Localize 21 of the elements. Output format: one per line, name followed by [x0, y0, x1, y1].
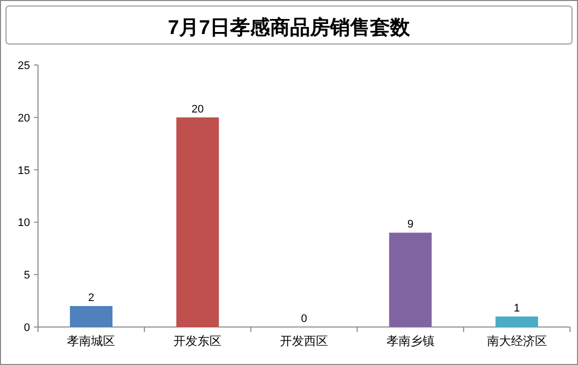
x-tick-label: 开发东区	[174, 334, 222, 348]
data-label: 1	[514, 302, 520, 315]
x-tick-label: 开发西区	[280, 334, 328, 348]
bar	[496, 316, 538, 327]
y-tick-label: 10	[18, 217, 30, 230]
bar	[70, 306, 112, 327]
y-tick-label: 0	[24, 322, 30, 334]
x-tick-label: 孝南城区	[67, 334, 116, 348]
x-tick-label: 南大经济区	[486, 334, 547, 348]
y-tick-label: 20	[18, 112, 30, 124]
bar	[389, 232, 432, 327]
data-label: 9	[407, 218, 414, 231]
y-tick-label: 25	[18, 60, 30, 72]
x-tick-label: 孝南乡镇	[386, 334, 434, 348]
data-label: 20	[191, 103, 204, 116]
y-tick-label: 5	[24, 270, 30, 282]
y-tick-label: 15	[18, 164, 30, 177]
chart-title: 7月7日孝感商品房销售套数	[168, 16, 412, 39]
data-label: 2	[88, 292, 94, 304]
bar	[176, 117, 219, 327]
data-label: 0	[300, 313, 308, 325]
